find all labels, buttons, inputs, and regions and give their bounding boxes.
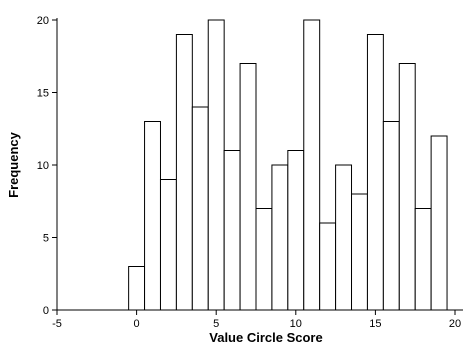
y-tick-label: 20 xyxy=(37,15,49,27)
x-tick-label: 15 xyxy=(369,318,381,330)
histogram-bar xyxy=(382,121,400,311)
histogram-bar xyxy=(255,208,273,311)
histogram-bar xyxy=(414,208,432,311)
bars-layer xyxy=(128,19,448,311)
y-tick-label: 5 xyxy=(43,233,49,245)
x-axis-title: Value Circle Score xyxy=(209,330,322,345)
y-tick-label: 0 xyxy=(43,305,49,317)
histogram-bar xyxy=(191,106,209,311)
x-tick-label: -5 xyxy=(52,318,62,330)
y-tick-label: 15 xyxy=(37,88,49,100)
histogram-bar xyxy=(223,150,241,311)
histogram-bar xyxy=(159,179,177,311)
x-tick-label: 0 xyxy=(134,318,140,330)
histogram-bar xyxy=(128,266,146,311)
histogram-bar xyxy=(175,34,193,311)
x-tick-label: 5 xyxy=(213,318,219,330)
y-axis-title: Frequency xyxy=(6,131,21,198)
x-tick-label: 10 xyxy=(290,318,302,330)
histogram-bar xyxy=(319,222,337,311)
histogram-bar xyxy=(351,193,368,311)
histogram-bar xyxy=(287,150,305,311)
histogram-bar xyxy=(144,121,161,311)
histogram-bar xyxy=(239,63,257,311)
histogram-bar xyxy=(271,164,289,311)
histogram-bar xyxy=(207,19,225,311)
histogram-bar xyxy=(430,135,448,311)
histogram-bar xyxy=(398,63,416,311)
histogram-bar xyxy=(335,164,353,311)
x-tick-label: 20 xyxy=(449,318,461,330)
histogram-bar xyxy=(366,34,384,311)
y-tick-label: 10 xyxy=(37,160,49,172)
histogram-bar xyxy=(303,19,321,311)
